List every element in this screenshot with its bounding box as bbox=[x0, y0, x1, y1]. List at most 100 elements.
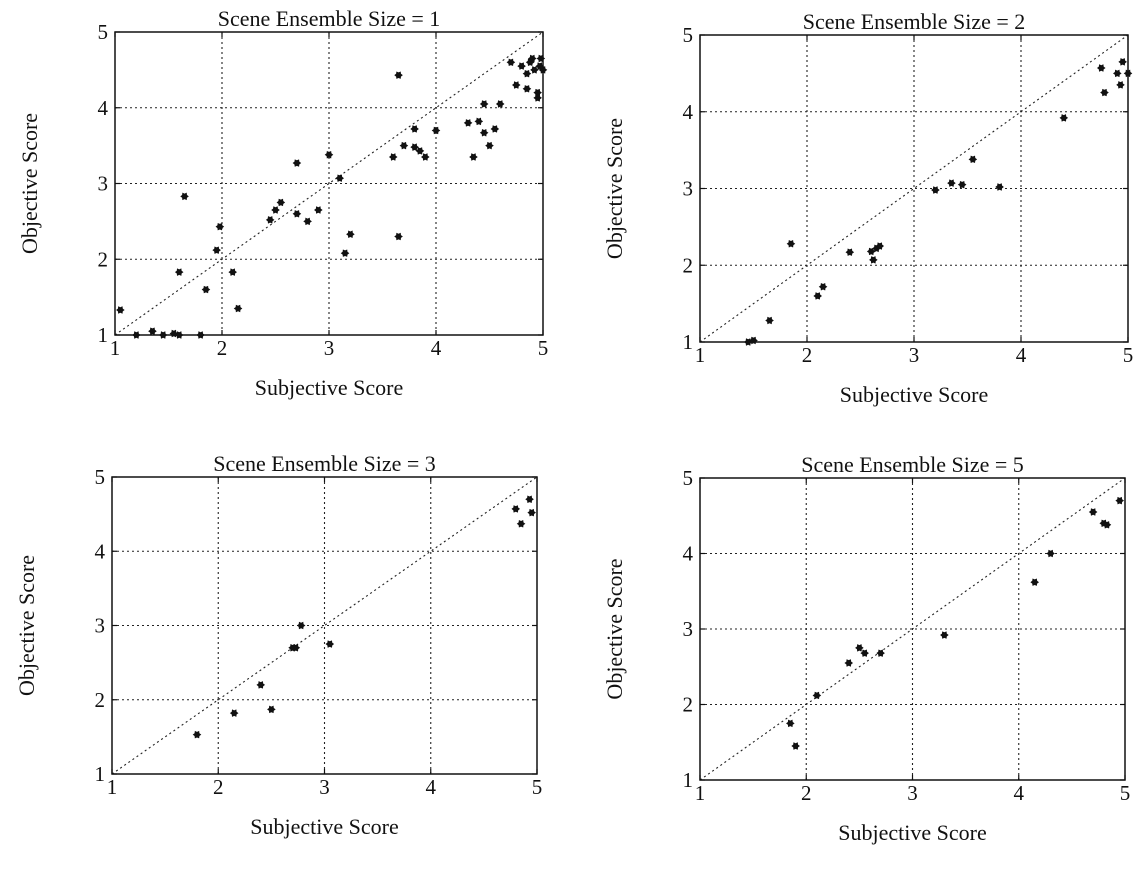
x-tick-label: 1 bbox=[695, 781, 706, 805]
data-point bbox=[469, 153, 478, 161]
y-axis-label: Objective Score bbox=[14, 555, 39, 696]
y-tick-label: 3 bbox=[683, 617, 694, 641]
y-tick-label: 3 bbox=[95, 614, 106, 638]
y-tick-label: 1 bbox=[683, 768, 694, 792]
data-point bbox=[1030, 578, 1039, 586]
scatter-panel-2: 1 2 3 4 5 1 2 3 4 5 Scene Ensemble Size = 2 Subject… bbox=[602, 9, 1133, 407]
data-point bbox=[1088, 508, 1098, 516]
data-point bbox=[180, 192, 189, 201]
x-tick-label: 5 bbox=[1123, 343, 1134, 367]
y-tick-label: 2 bbox=[683, 253, 694, 277]
chart-title: Scene Ensemble Size = 1 bbox=[218, 6, 441, 31]
data-point bbox=[495, 100, 505, 108]
scatter-panel-3: 1 2 3 4 5 1 2 3 4 5 Scene Ensemble Size = 3 Subject… bbox=[14, 451, 542, 839]
data-point bbox=[265, 216, 275, 224]
data-point bbox=[818, 283, 828, 291]
y-tick-label: 5 bbox=[683, 23, 694, 47]
x-tick-label: 3 bbox=[319, 775, 330, 799]
data-point bbox=[271, 206, 280, 214]
data-point bbox=[410, 125, 419, 133]
data-point bbox=[267, 705, 276, 714]
data-point bbox=[957, 180, 967, 189]
data-point bbox=[292, 210, 302, 218]
data-point bbox=[1046, 549, 1055, 558]
y-tick-label: 4 bbox=[683, 100, 694, 124]
data-point bbox=[431, 126, 441, 135]
data-point bbox=[388, 153, 398, 161]
y-tick-label: 5 bbox=[95, 465, 106, 489]
data-point bbox=[479, 129, 489, 137]
data-point bbox=[325, 640, 335, 648]
data-point bbox=[538, 66, 548, 74]
data-point bbox=[533, 94, 542, 102]
data-point bbox=[158, 331, 168, 339]
x-axis-label: Subjective Score bbox=[840, 382, 988, 407]
data-point bbox=[522, 85, 532, 93]
data-point bbox=[394, 232, 403, 241]
x-tick-label: 2 bbox=[213, 775, 224, 799]
y-axis-label: Objective Score bbox=[602, 118, 627, 259]
plot-frame bbox=[114, 31, 544, 336]
data-point bbox=[528, 54, 537, 63]
data-point bbox=[335, 174, 344, 182]
x-tick-label: 5 bbox=[1120, 781, 1131, 805]
data-point bbox=[525, 495, 534, 503]
x-axis-label: Subjective Score bbox=[838, 820, 986, 845]
data-point bbox=[511, 505, 521, 513]
data-point bbox=[421, 153, 430, 161]
plot-frame bbox=[699, 477, 1126, 781]
x-axis-label: Subjective Score bbox=[250, 814, 398, 839]
chart-title: Scene Ensemble Size = 2 bbox=[803, 9, 1026, 34]
x-tick-label: 3 bbox=[909, 343, 920, 367]
plot-frame bbox=[699, 34, 1129, 343]
chart-title: Scene Ensemble Size = 3 bbox=[213, 451, 436, 476]
data-point bbox=[192, 730, 202, 739]
data-point bbox=[749, 336, 758, 345]
x-tick-label: 4 bbox=[1014, 781, 1025, 805]
scatter-panel-1: 1 2 3 4 5 1 2 3 4 5 Scene Ensemble Size = 1 Subject… bbox=[17, 6, 548, 400]
data-point bbox=[931, 186, 940, 194]
data-point bbox=[791, 742, 800, 750]
scatter-panel-4: 1 2 3 4 5 1 2 3 4 5 Scene Ensemble Size = 5 Subject… bbox=[602, 452, 1130, 845]
x-tick-label: 2 bbox=[217, 336, 228, 360]
data-point bbox=[968, 155, 978, 164]
chart-title: Scene Ensemble Size = 5 bbox=[801, 452, 1024, 477]
data-point bbox=[860, 649, 869, 657]
y-tick-label: 2 bbox=[683, 693, 694, 717]
x-tick-label: 5 bbox=[538, 336, 549, 360]
data-point bbox=[511, 81, 521, 89]
data-point bbox=[174, 268, 184, 276]
data-point bbox=[536, 54, 546, 63]
data-point bbox=[215, 222, 225, 231]
data-point bbox=[292, 159, 302, 167]
data-point bbox=[844, 659, 854, 667]
y-axis-label: Objective Score bbox=[17, 113, 42, 254]
data-point bbox=[995, 183, 1004, 191]
x-tick-label: 2 bbox=[802, 343, 813, 367]
data-point bbox=[947, 179, 956, 187]
data-point bbox=[490, 125, 500, 133]
data-point bbox=[530, 66, 539, 74]
data-point bbox=[786, 719, 795, 728]
x-tick-label: 1 bbox=[110, 336, 121, 360]
data-point bbox=[132, 331, 141, 339]
y-tick-label: 5 bbox=[98, 20, 109, 44]
data-point bbox=[1115, 496, 1124, 505]
x-tick-label: 5 bbox=[532, 775, 543, 799]
data-point bbox=[506, 58, 516, 67]
y-tick-label: 4 bbox=[98, 96, 109, 120]
data-point bbox=[276, 198, 286, 207]
data-point bbox=[463, 119, 473, 127]
data-point bbox=[1118, 58, 1127, 66]
x-tick-label: 3 bbox=[324, 336, 335, 360]
y-tick-label: 3 bbox=[98, 172, 109, 196]
data-point bbox=[479, 100, 489, 108]
data-point bbox=[1100, 88, 1109, 97]
data-point bbox=[875, 242, 885, 250]
data-point bbox=[228, 268, 237, 276]
data-point bbox=[324, 150, 334, 159]
y-tick-label: 4 bbox=[95, 539, 106, 563]
x-tick-label: 1 bbox=[107, 775, 118, 799]
